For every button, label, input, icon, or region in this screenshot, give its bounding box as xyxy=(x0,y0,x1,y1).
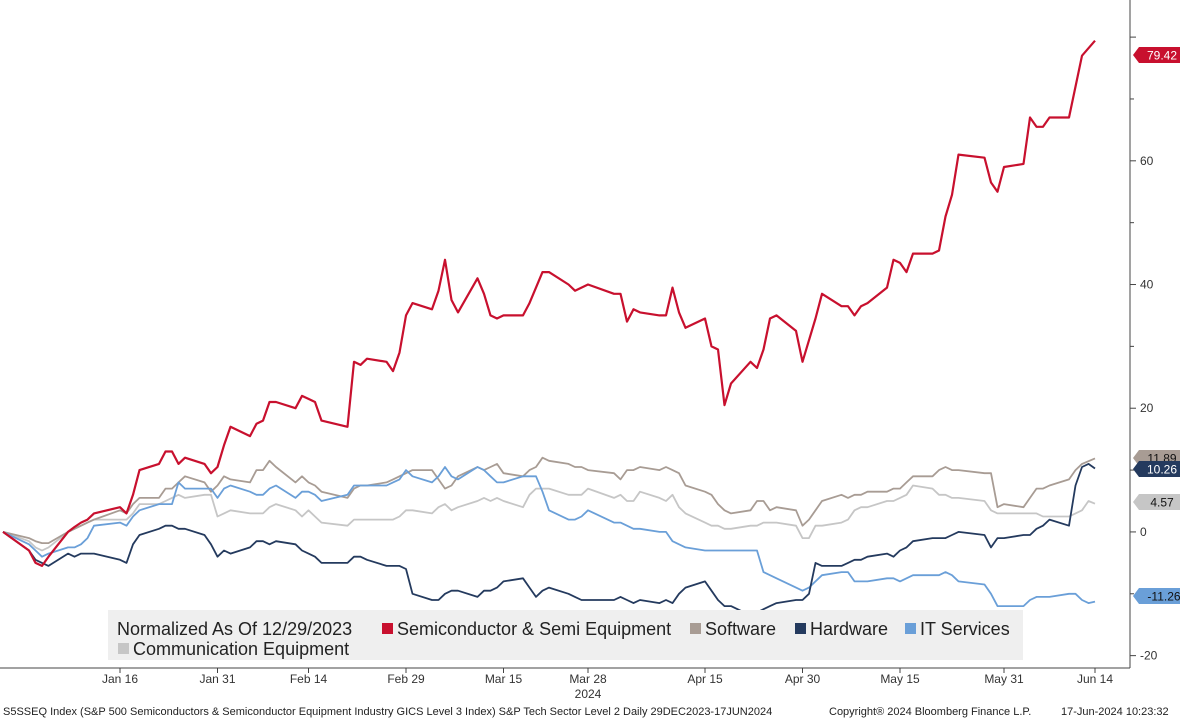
end-value-label-hardware: 10.26 xyxy=(1147,463,1177,477)
legend-label-it-services: IT Services xyxy=(920,619,1010,639)
y-tick-label: 40 xyxy=(1140,278,1154,292)
x-tick-label: Mar 15 xyxy=(485,672,523,686)
legend-swatch-it-services xyxy=(905,623,916,634)
legend: Normalized As Of 12/29/2023 Semiconductor… xyxy=(108,610,1023,660)
y-axis: -20 0 20 40 60 xyxy=(1129,0,1158,668)
legend-swatch-hardware xyxy=(795,623,806,634)
end-value-badge-semiconductor-semi-equipment xyxy=(1133,47,1180,63)
end-value-badge-communication-equipment xyxy=(1133,494,1180,510)
y-tick-label: 0 xyxy=(1140,525,1147,539)
end-value-badge-it-services xyxy=(1133,588,1180,604)
x-tick-label: May 15 xyxy=(880,672,920,686)
footer-index-description: S5SSEQ Index (S&P 500 Semiconductors & S… xyxy=(3,706,772,718)
y-tick-label: 60 xyxy=(1140,154,1154,168)
legend-box xyxy=(108,610,1023,660)
x-tick-label: Apr 15 xyxy=(687,672,723,686)
x-tick-label: May 31 xyxy=(984,672,1024,686)
legend-label-semiconductor-semi-equipment: Semiconductor & Semi Equipment xyxy=(397,619,671,639)
x-tick-label: Mar 28 xyxy=(569,672,607,686)
end-value-label-semiconductor-semi-equipment: 79.42 xyxy=(1147,49,1177,63)
series-line-it-services xyxy=(2,466,1096,607)
x-tick-label: Jan 31 xyxy=(199,672,235,686)
footer: S5SSEQ Index (S&P 500 Semiconductors & S… xyxy=(3,706,1169,718)
legend-title: Normalized As Of 12/29/2023 xyxy=(117,619,352,639)
end-value-label-communication-equipment: 4.57 xyxy=(1150,496,1174,510)
series-line-communication-equipment xyxy=(2,484,1096,552)
series-line-semiconductor-semi-equipment xyxy=(2,39,1096,567)
x-tick-label: Jan 16 xyxy=(102,672,138,686)
x-tick-label: Jun 14 xyxy=(1077,672,1113,686)
legend-label-communication-equipment: Communication Equipment xyxy=(133,639,349,659)
series-line-hardware xyxy=(2,463,1096,617)
series-line-software xyxy=(2,456,1096,544)
footer-timestamp: 17-Jun-2024 10:23:32 xyxy=(1061,706,1169,718)
legend-label-hardware: Hardware xyxy=(810,619,888,639)
end-value-label-it-services: -11.26 xyxy=(1147,590,1180,604)
legend-swatch-software xyxy=(690,623,701,634)
y-tick-label: -20 xyxy=(1140,649,1158,663)
x-tick-label: Apr 30 xyxy=(785,672,821,686)
legend-swatch-semiconductor-semi-equipment xyxy=(382,623,393,634)
x-axis: Jan 16 Jan 31 Feb 14 Feb 29 Mar 15 Mar 28 Apr … xyxy=(0,667,1130,701)
x-tick-label: Feb 14 xyxy=(290,672,328,686)
legend-swatch-communication-equipment xyxy=(118,643,129,654)
x-year-label: 2024 xyxy=(575,687,602,701)
legend-label-software: Software xyxy=(705,619,776,639)
y-tick-label: 20 xyxy=(1140,401,1154,415)
footer-copyright: Copyright® 2024 Bloomberg Finance L.P. xyxy=(829,706,1031,718)
x-tick-label: Feb 29 xyxy=(387,672,425,686)
series-lines xyxy=(2,39,1096,617)
end-value-badge-hardware xyxy=(1133,461,1180,477)
